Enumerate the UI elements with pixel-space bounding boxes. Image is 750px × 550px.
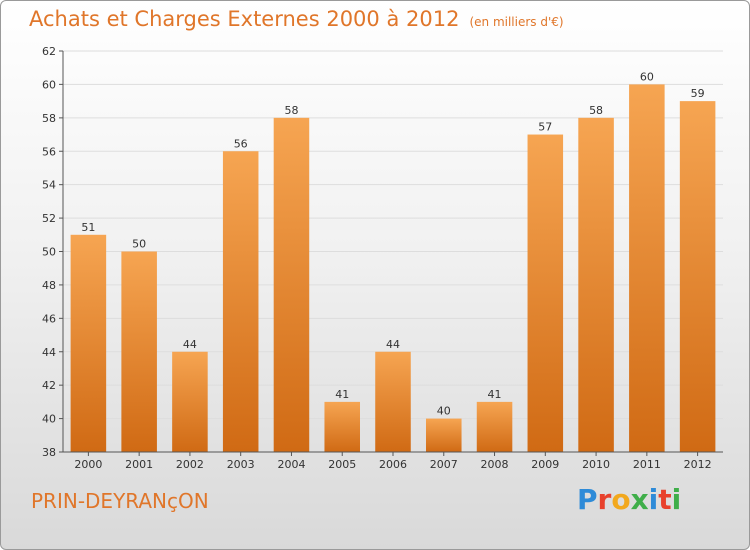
bar-2012 [679, 101, 716, 452]
x-tick-label: 2001 [125, 458, 153, 471]
y-tick-label: 50 [42, 246, 56, 259]
y-tick-label: 60 [42, 78, 56, 91]
x-tick-label: 2004 [277, 458, 305, 471]
bars: 51 50 44 56 58 41 44 40 41 57 58 60 59 [70, 70, 716, 453]
logo-letter: P [577, 483, 598, 516]
bar-2007 [426, 418, 462, 452]
x-tick-label: 2011 [633, 458, 661, 471]
data-label: 51 [81, 221, 95, 234]
y-axis: 38 40 42 44 46 48 50 52 54 56 58 60 62 [42, 45, 64, 459]
x-tick-label: 2008 [481, 458, 509, 471]
chart-subtitle: (en milliers d'€) [469, 15, 564, 29]
chart-title-text: Achats et Charges Externes 2000 à 2012 [29, 7, 460, 31]
x-tick-label: 2002 [176, 458, 204, 471]
data-label: 40 [437, 405, 451, 418]
bar-2001 [121, 251, 157, 452]
x-tick-label: 2012 [684, 458, 712, 471]
bar-2005 [324, 401, 360, 452]
bar-2011 [629, 84, 665, 453]
logo-letter: r [597, 483, 612, 516]
y-tick-label: 48 [42, 279, 56, 292]
bar-2009 [527, 134, 564, 452]
y-tick-label: 58 [42, 112, 56, 125]
y-tick-label: 46 [42, 312, 56, 325]
x-tick-label: 2003 [227, 458, 255, 471]
data-label: 41 [488, 388, 502, 401]
data-label: 60 [640, 70, 654, 83]
x-tick-label: 2005 [328, 458, 356, 471]
x-tick-label: 2009 [531, 458, 559, 471]
logo-letter: t [658, 483, 672, 516]
data-label: 44 [386, 338, 400, 351]
y-tick-label: 62 [42, 45, 56, 58]
data-label: 44 [183, 338, 197, 351]
x-tick-label: 2007 [430, 458, 458, 471]
city-name: PRIN-DEYRANçON [31, 489, 209, 513]
data-label: 57 [538, 121, 552, 134]
y-tick-label: 40 [42, 413, 56, 426]
y-tick-label: 44 [42, 346, 56, 359]
y-tick-label: 42 [42, 379, 56, 392]
y-tick-label: 56 [42, 145, 56, 158]
data-label: 41 [335, 388, 349, 401]
x-tick-label: 2000 [74, 458, 102, 471]
logo-letter: o [611, 483, 631, 516]
bar-2002 [172, 351, 208, 452]
logo-letter: i [648, 483, 659, 516]
proxiti-logo: Proxiti [577, 483, 681, 516]
bar-2010 [578, 117, 614, 452]
y-tick-label: 52 [42, 212, 56, 225]
bar-2006 [375, 351, 411, 452]
data-label: 50 [132, 238, 146, 251]
bar-2000 [70, 234, 107, 452]
bar-2008 [476, 401, 513, 452]
bar-2004 [273, 117, 310, 452]
bar-2003 [222, 151, 259, 452]
data-label: 58 [284, 104, 298, 117]
y-tick-label: 54 [42, 179, 56, 192]
logo-letter: i [671, 483, 682, 516]
data-label: 59 [691, 87, 705, 100]
logo-letter: x [630, 483, 649, 516]
x-axis: 2000 2001 2002 2003 2004 2005 2006 2007 2008 2009… [63, 451, 723, 471]
y-tick-label: 38 [42, 446, 56, 459]
x-tick-label: 2010 [582, 458, 610, 471]
data-label: 58 [589, 104, 603, 117]
data-label: 56 [234, 137, 248, 150]
x-tick-label: 2006 [379, 458, 407, 471]
chart-title: Achats et Charges Externes 2000 à 2012 (e… [29, 7, 564, 31]
